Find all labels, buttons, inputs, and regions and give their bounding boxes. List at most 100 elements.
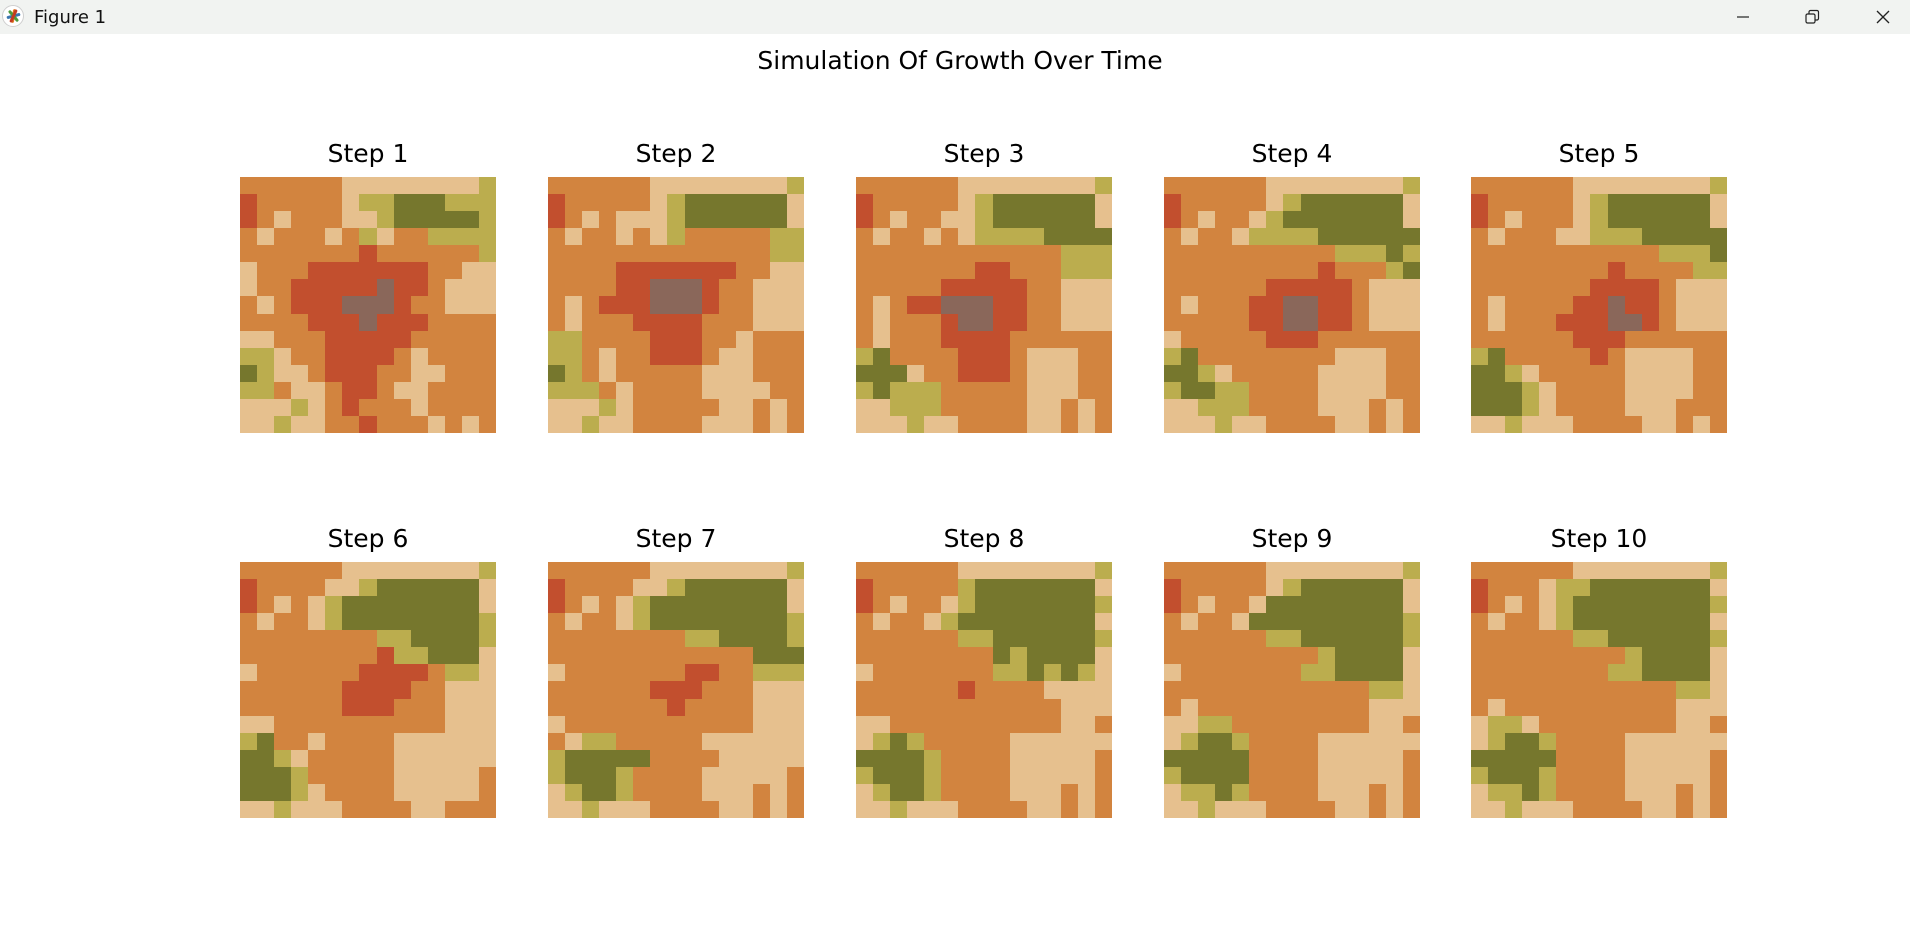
heatmap-cell xyxy=(992,715,1010,733)
heatmap-cell xyxy=(701,749,719,767)
heatmap-cell xyxy=(856,228,874,246)
heatmap-cell xyxy=(1300,613,1318,631)
heatmap-cell xyxy=(718,415,736,433)
heatmap-cell xyxy=(1692,381,1710,399)
heatmap-cell xyxy=(992,630,1010,648)
heatmap-cell xyxy=(325,664,343,682)
heatmap-cell xyxy=(1556,245,1574,263)
heatmap-cell xyxy=(1675,749,1693,767)
heatmap-cell xyxy=(1675,228,1693,246)
heatmap-cell xyxy=(548,681,566,699)
heatmap-cell xyxy=(1300,783,1318,801)
heatmap-cell xyxy=(1692,228,1710,246)
heatmap-cell xyxy=(1402,330,1420,348)
heatmap-cell xyxy=(941,749,959,767)
heatmap-cell xyxy=(752,211,770,229)
heatmap-cell xyxy=(701,313,719,331)
heatmap-cell xyxy=(1249,347,1267,365)
heatmap-cell xyxy=(1043,766,1061,784)
heatmap-cell xyxy=(1573,330,1591,348)
heatmap-cell xyxy=(1043,177,1061,195)
heatmap-cell xyxy=(1624,630,1642,648)
heatmap-cell xyxy=(325,630,343,648)
heatmap-cell xyxy=(616,596,634,614)
heatmap-cell xyxy=(992,313,1010,331)
heatmap-cell xyxy=(1334,732,1352,750)
heatmap-cell xyxy=(1539,313,1557,331)
heatmap-cell xyxy=(325,211,343,229)
heatmap-cell xyxy=(1624,647,1642,665)
heatmap-cell xyxy=(565,330,583,348)
heatmap-cell xyxy=(616,800,634,818)
heatmap-cell xyxy=(1300,415,1318,433)
heatmap-cell xyxy=(1026,732,1044,750)
heatmap-cell xyxy=(376,613,394,631)
heatmap-cell xyxy=(1164,398,1182,416)
heatmap-cell xyxy=(1215,596,1233,614)
heatmap-cell xyxy=(1658,630,1676,648)
heatmap-cell xyxy=(1368,715,1386,733)
heatmap-cell xyxy=(342,681,360,699)
minimize-button[interactable] xyxy=(1712,0,1774,34)
heatmap-cell xyxy=(1181,732,1199,750)
heatmap-cell xyxy=(1385,279,1403,297)
heatmap-cell xyxy=(548,398,566,416)
heatmap-cell xyxy=(1215,749,1233,767)
heatmap-cell xyxy=(941,732,959,750)
heatmap-cell xyxy=(1283,698,1301,716)
heatmap-cell xyxy=(1026,194,1044,212)
restore-button[interactable] xyxy=(1781,0,1843,34)
heatmap-cell xyxy=(1641,211,1659,229)
heatmap-cell xyxy=(478,398,496,416)
heatmap-cell xyxy=(240,766,258,784)
heatmap-cell xyxy=(308,330,326,348)
heatmap-cell xyxy=(1471,664,1489,682)
heatmap-cell xyxy=(684,381,702,399)
heatmap-cell xyxy=(992,800,1010,818)
heatmap-cell xyxy=(1351,681,1369,699)
heatmap-cell xyxy=(1283,177,1301,195)
heatmap-cell xyxy=(1641,398,1659,416)
heatmap-cell xyxy=(410,732,428,750)
heatmap-cell xyxy=(1573,381,1591,399)
heatmap-cell xyxy=(1009,279,1027,297)
heatmap-cell xyxy=(1232,613,1250,631)
heatmap-cell xyxy=(376,800,394,818)
heatmap-cell xyxy=(599,715,617,733)
heatmap-cell xyxy=(684,279,702,297)
heatmap-cell xyxy=(1094,698,1112,716)
heatmap-cell xyxy=(941,228,959,246)
heatmap-cell xyxy=(1556,596,1574,614)
close-button[interactable] xyxy=(1852,0,1910,34)
heatmap-cell xyxy=(752,562,770,580)
heatmap-cell xyxy=(1471,177,1489,195)
heatmap-cell xyxy=(1556,715,1574,733)
heatmap-cell xyxy=(941,579,959,597)
heatmap-cell xyxy=(1675,613,1693,631)
heatmap-cell xyxy=(1232,381,1250,399)
heatmap-cell xyxy=(461,415,479,433)
heatmap-cell xyxy=(291,262,309,280)
heatmap-cell xyxy=(924,313,942,331)
heatmap-cell xyxy=(342,698,360,716)
heatmap-cell xyxy=(1266,630,1284,648)
heatmap-cell xyxy=(257,381,275,399)
heatmap-cell xyxy=(873,749,891,767)
heatmap-cell xyxy=(257,715,275,733)
heatmap-cell xyxy=(752,783,770,801)
heatmap-cell xyxy=(1351,398,1369,416)
heatmap-cell xyxy=(769,800,787,818)
heatmap-cell xyxy=(1094,647,1112,665)
heatmap-cell xyxy=(274,262,292,280)
heatmap-cell xyxy=(650,579,668,597)
heatmap-cell xyxy=(856,262,874,280)
heatmap-cell xyxy=(924,732,942,750)
heatmap-cell xyxy=(890,800,908,818)
heatmap-cell xyxy=(461,613,479,631)
heatmap-cell xyxy=(667,664,685,682)
heatmap-cell xyxy=(1043,562,1061,580)
heatmap-cell xyxy=(393,381,411,399)
heatmap-cell xyxy=(240,647,258,665)
heatmap-cell xyxy=(975,364,993,382)
heatmap-cell xyxy=(1266,698,1284,716)
